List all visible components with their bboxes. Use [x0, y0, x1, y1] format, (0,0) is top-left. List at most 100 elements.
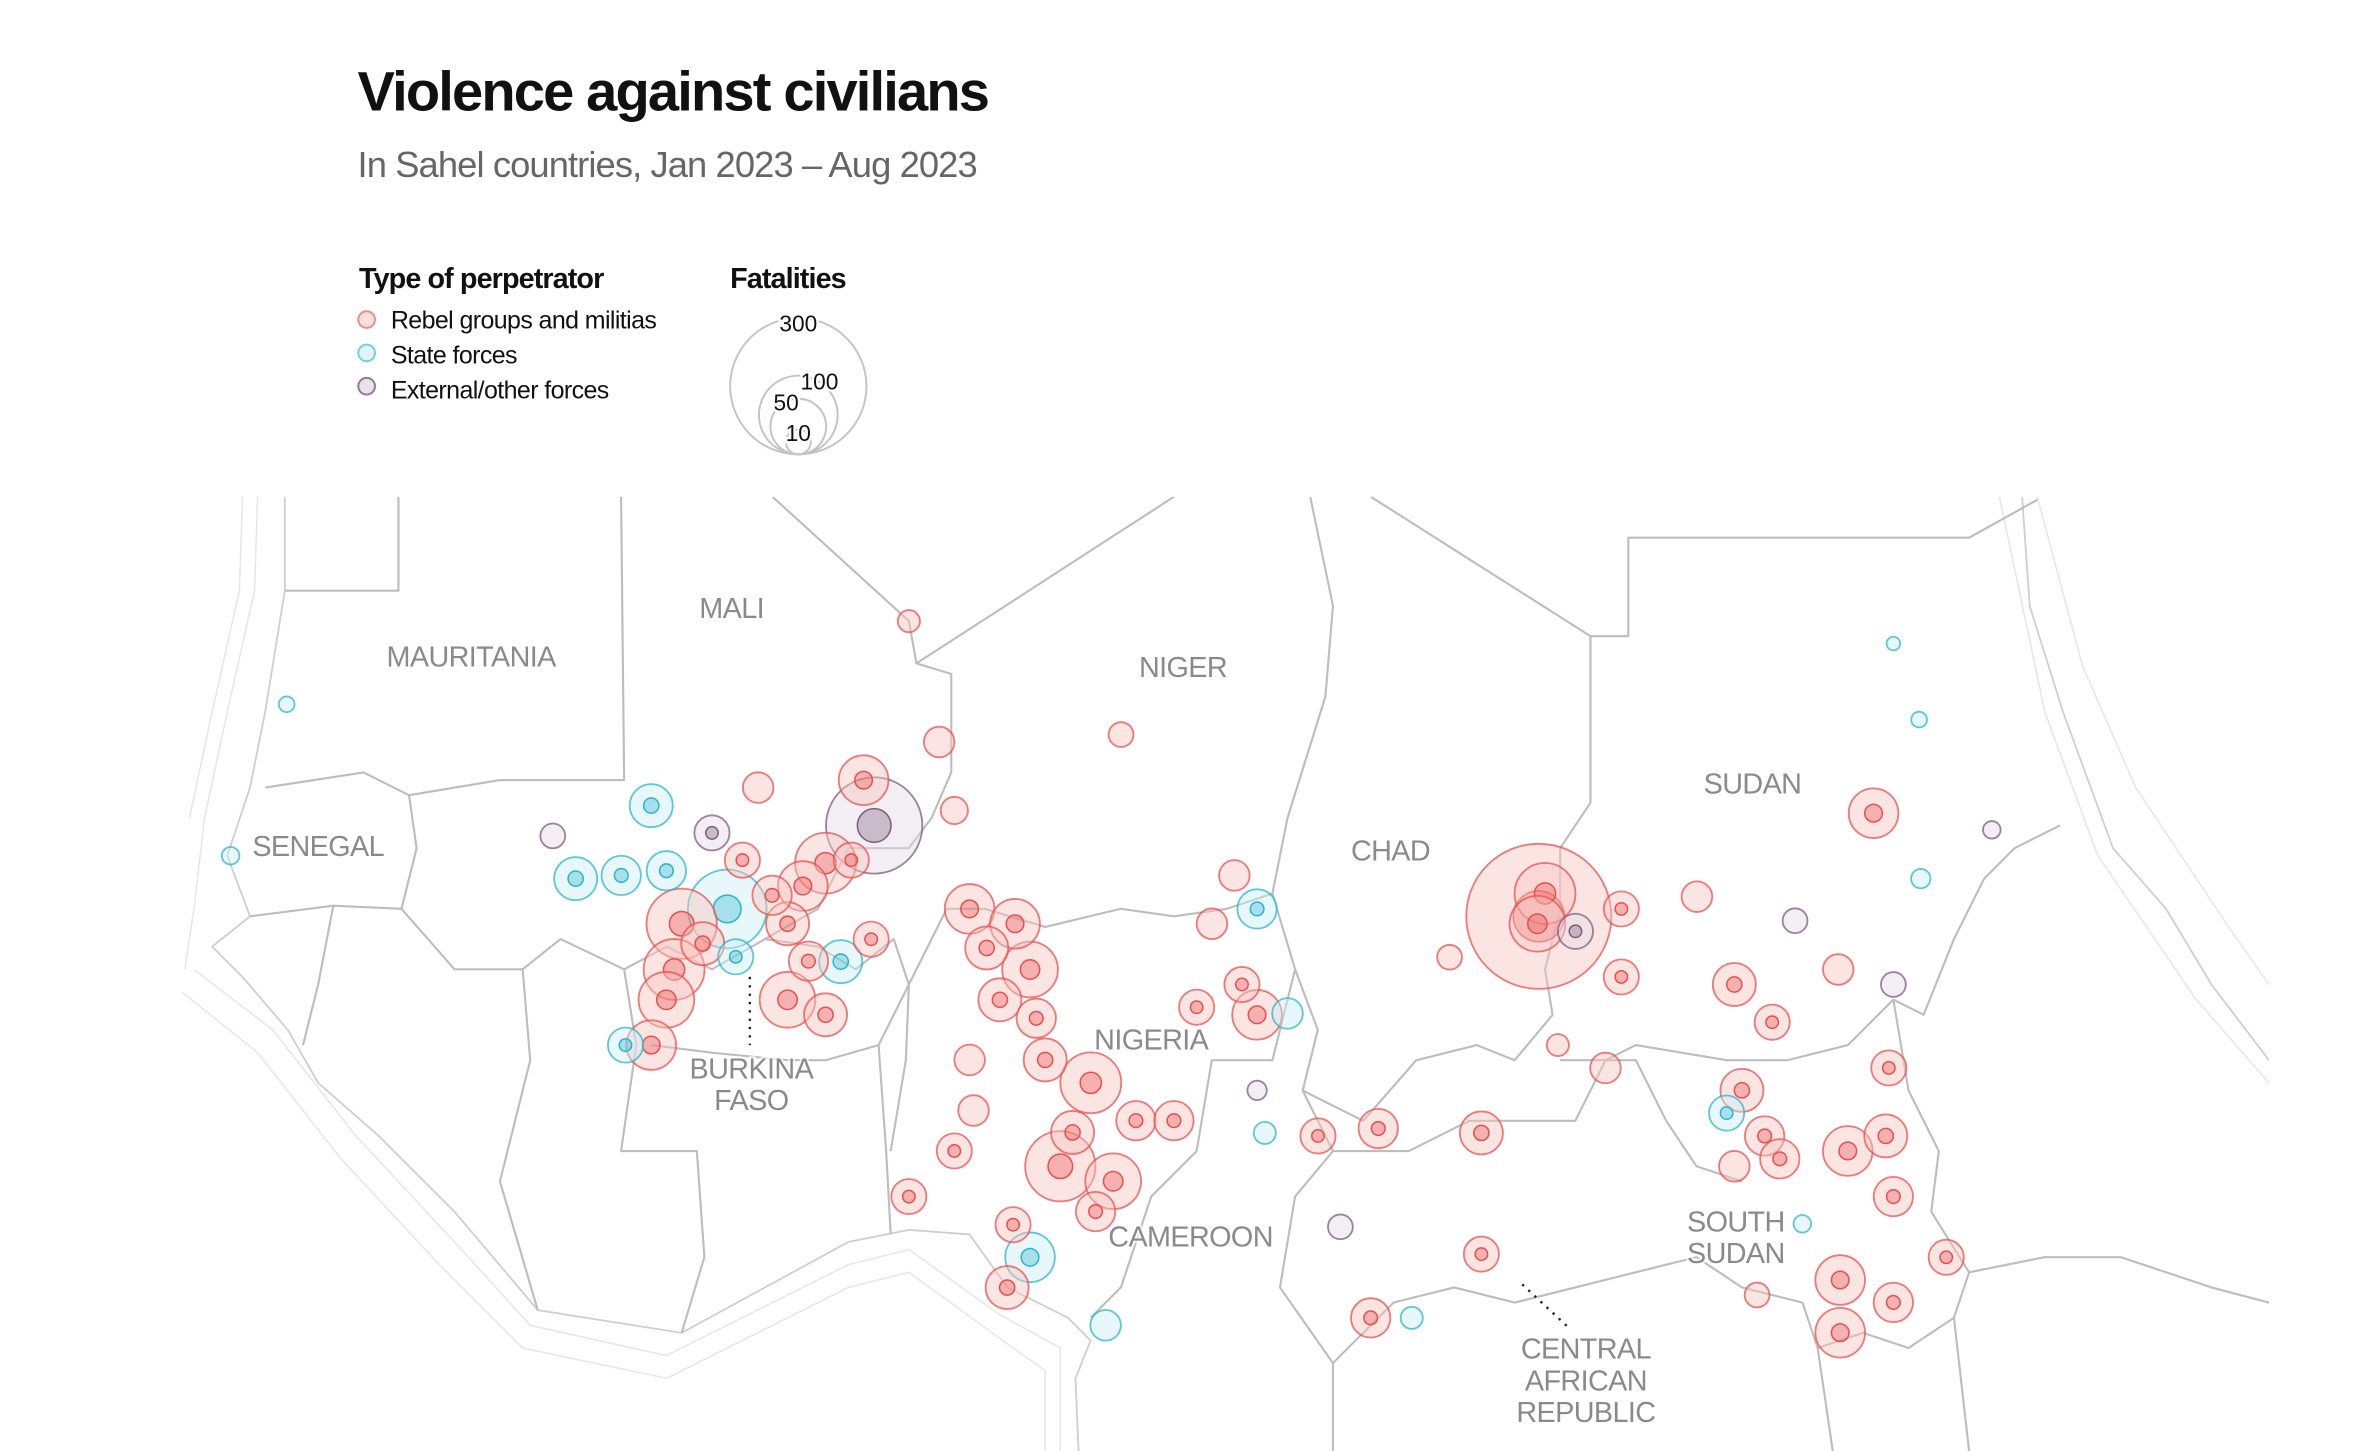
event-bubble-core — [1310, 1128, 1325, 1143]
event-bubble-core — [1166, 1113, 1182, 1129]
event-bubble — [765, 901, 810, 947]
type-legend: Type of perpetrator Rebel groups and mil… — [357, 263, 657, 404]
event-bubble — [964, 925, 1010, 971]
event-bubble-core — [1473, 1124, 1490, 1142]
event-bubble — [1870, 1049, 1908, 1087]
event-bubble — [1781, 907, 1809, 935]
label-car-line1: CENTRAL — [1521, 1334, 1652, 1366]
event-bubble-core — [1064, 1124, 1081, 1141]
event-bubble — [600, 854, 642, 897]
event-bubble — [989, 898, 1041, 950]
event-bubble-core — [1474, 1247, 1489, 1262]
event-bubble — [1759, 1138, 1801, 1180]
label-burkina-faso-line1: BURKINA — [690, 1053, 815, 1085]
event-bubble — [1022, 1037, 1068, 1083]
event-bubble — [1847, 787, 1900, 839]
event-bubble — [1753, 1003, 1791, 1041]
map-base — [181, 496, 2269, 1451]
event-bubble — [953, 1043, 986, 1077]
event-bubble — [852, 920, 890, 958]
size-circle-10 — [784, 428, 812, 456]
country-borders — [249, 496, 2269, 1451]
event-bubble — [1822, 1125, 1874, 1177]
event-bubble — [837, 754, 890, 806]
event-bubble — [1246, 1079, 1268, 1101]
event-bubble — [832, 841, 870, 879]
event-bubble-core — [1370, 1120, 1386, 1137]
label-cameroon: CAMEROON — [1108, 1222, 1273, 1254]
event-bubble — [1465, 842, 1613, 990]
event-bubble — [628, 783, 674, 829]
event-bubble — [1602, 958, 1640, 996]
type-legend-title: Type of perpetrator — [359, 263, 604, 295]
event-bubble — [1178, 988, 1216, 1026]
event-bubble — [1708, 1094, 1746, 1132]
event-bubble-core — [1249, 901, 1265, 917]
event-bubble — [1327, 1213, 1354, 1241]
event-bubble — [787, 940, 830, 982]
event-bubble-core — [1614, 901, 1629, 916]
event-bubble — [957, 1094, 990, 1127]
label-south-sudan-line1: SOUTH — [1687, 1206, 1785, 1238]
event-bubble — [922, 725, 956, 759]
event-bubble-core — [613, 867, 629, 884]
legend-item-rebel: Rebel groups and militias — [357, 307, 657, 335]
event-bubble — [1153, 1100, 1195, 1142]
event-bubble-core — [567, 870, 584, 887]
event-bubble — [1719, 1067, 1765, 1113]
event-bubble — [1299, 1117, 1337, 1155]
label-nigeria: NIGERIA — [1094, 1025, 1209, 1057]
event-bubble — [723, 841, 761, 879]
event-bubble — [1910, 868, 1932, 890]
event-bubble-core — [1765, 1015, 1780, 1030]
event-bubble-core — [856, 807, 892, 844]
event-bubble-core — [1772, 1151, 1788, 1167]
event-bubble-core — [817, 1006, 834, 1024]
event-bubble-core — [1568, 924, 1583, 939]
label-chad: CHAD — [1351, 835, 1430, 867]
event-bubble — [1350, 1297, 1392, 1339]
event-bubble-core — [1006, 1217, 1021, 1232]
event-bubble-core — [1028, 1010, 1044, 1026]
event-bubble — [1050, 1110, 1096, 1155]
size-legend: Fatalities 300 100 50 10 — [729, 263, 868, 456]
event-bubble — [1872, 1281, 1914, 1324]
country-labels: MAURITANIA MALI NIGER SENEGAL CHAD SUDAN… — [250, 591, 1804, 1432]
event-bubble — [1872, 1175, 1914, 1218]
event-bubble — [1982, 820, 2002, 840]
event-bubble-core — [1102, 1170, 1124, 1192]
event-bubble — [1711, 962, 1757, 1007]
red-sea-coastline — [2021, 496, 2269, 1061]
event-bubble — [1115, 1100, 1157, 1142]
event-bubble-core — [1885, 1294, 1901, 1310]
event-bubble-core — [1128, 1113, 1144, 1129]
label-car-line2: AFRICAN — [1525, 1365, 1647, 1397]
event-bubble — [1218, 859, 1251, 892]
event-bubble — [890, 1178, 928, 1216]
event-bubble — [1015, 997, 1057, 1039]
event-bubble — [935, 1132, 973, 1170]
event-bubble-core — [1019, 959, 1041, 980]
event-bubble-core — [854, 770, 874, 790]
event-bubble-core — [998, 1279, 1016, 1296]
event-bubble-core — [1088, 1203, 1104, 1220]
event-bubble — [1089, 1309, 1122, 1342]
event-bubble — [984, 1265, 1030, 1310]
event-bubble-core — [1881, 1060, 1896, 1075]
label-burkina-faso-line2: FASO — [714, 1085, 788, 1117]
label-niger: NIGER — [1139, 652, 1227, 684]
event-bubble-core — [1079, 1071, 1103, 1095]
event-bubble-core — [1719, 1106, 1734, 1121]
size-label-300: 300 — [779, 311, 817, 337]
event-bubble — [1271, 997, 1304, 1030]
size-label-50: 50 — [774, 389, 799, 415]
event-bubble-core — [1189, 1000, 1204, 1015]
event-bubble-core — [1363, 1310, 1379, 1326]
event-bubble — [1718, 1150, 1751, 1183]
label-south-sudan-line2: SUDAN — [1687, 1238, 1785, 1270]
event-bubble — [741, 771, 775, 804]
label-car-line3: REPUBLIC — [1516, 1397, 1655, 1429]
event-bubble — [777, 860, 829, 912]
event-bubble — [645, 850, 687, 892]
